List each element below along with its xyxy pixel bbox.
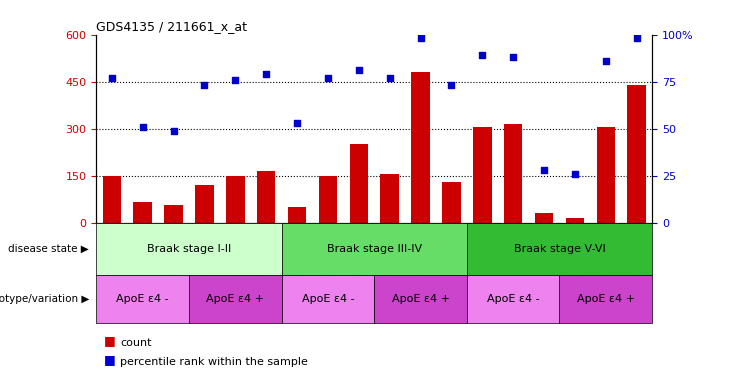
Bar xyxy=(226,176,245,223)
Point xyxy=(260,71,272,77)
Point xyxy=(600,58,612,64)
Text: Braak stage I-II: Braak stage I-II xyxy=(147,243,231,254)
Point xyxy=(136,124,148,130)
Bar xyxy=(282,275,374,323)
Text: ApoE ε4 +: ApoE ε4 + xyxy=(206,293,265,304)
Text: ■: ■ xyxy=(104,334,116,347)
Text: disease state ▶: disease state ▶ xyxy=(8,243,89,254)
Bar xyxy=(133,202,152,223)
Text: ApoE ε4 +: ApoE ε4 + xyxy=(391,293,450,304)
Bar xyxy=(411,72,430,223)
Point xyxy=(631,35,642,41)
Bar xyxy=(257,171,276,223)
Bar xyxy=(319,176,337,223)
Point xyxy=(106,75,118,81)
Bar xyxy=(189,275,282,323)
Bar xyxy=(102,176,121,223)
Bar xyxy=(282,223,467,275)
Point xyxy=(199,82,210,88)
Text: ApoE ε4 -: ApoE ε4 - xyxy=(116,293,169,304)
Point xyxy=(291,120,303,126)
Point xyxy=(415,35,427,41)
Point xyxy=(229,77,241,83)
Text: GDS4135 / 211661_x_at: GDS4135 / 211661_x_at xyxy=(96,20,247,33)
Text: Braak stage V-VI: Braak stage V-VI xyxy=(514,243,605,254)
Text: count: count xyxy=(120,338,152,348)
Bar xyxy=(442,182,461,223)
Text: ApoE ε4 +: ApoE ε4 + xyxy=(576,293,635,304)
Bar xyxy=(374,275,467,323)
Point xyxy=(384,75,396,81)
Text: ■: ■ xyxy=(104,353,116,366)
Bar xyxy=(628,85,646,223)
Bar xyxy=(96,223,282,275)
Bar xyxy=(467,275,559,323)
Bar xyxy=(350,144,368,223)
Bar xyxy=(473,127,491,223)
Point xyxy=(445,82,457,88)
Text: ApoE ε4 -: ApoE ε4 - xyxy=(302,293,354,304)
Point xyxy=(322,75,333,81)
Bar xyxy=(288,207,306,223)
Point xyxy=(167,127,179,134)
Bar xyxy=(535,214,554,223)
Point xyxy=(507,54,519,60)
Text: percentile rank within the sample: percentile rank within the sample xyxy=(120,357,308,367)
Point xyxy=(476,52,488,58)
Text: genotype/variation ▶: genotype/variation ▶ xyxy=(0,293,89,304)
Bar xyxy=(380,174,399,223)
Bar xyxy=(195,185,213,223)
Bar xyxy=(467,223,652,275)
Bar xyxy=(597,127,615,223)
Bar xyxy=(96,275,189,323)
Text: ApoE ε4 -: ApoE ε4 - xyxy=(487,293,539,304)
Bar xyxy=(559,275,652,323)
Point xyxy=(569,171,581,177)
Bar xyxy=(165,205,183,223)
Bar xyxy=(504,124,522,223)
Point xyxy=(353,67,365,73)
Point xyxy=(538,167,550,173)
Text: Braak stage III-IV: Braak stage III-IV xyxy=(327,243,422,254)
Bar xyxy=(565,218,584,223)
